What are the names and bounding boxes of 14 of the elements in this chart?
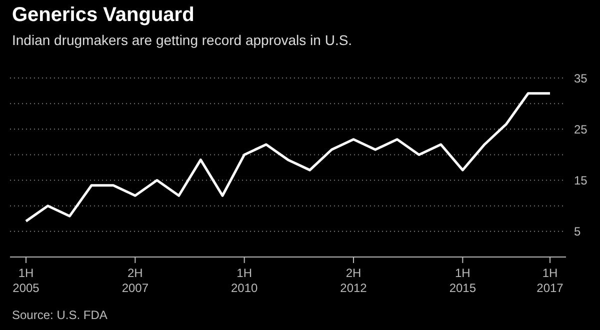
y-tick-label: 15: [574, 174, 588, 188]
chart-title: Generics Vanguard: [12, 4, 194, 27]
y-tick-label: 5: [574, 224, 581, 239]
chart-subtitle: Indian drugmakers are getting record approvals in U.S.: [12, 32, 352, 48]
x-tick-label: 1H 2010: [230, 266, 258, 295]
x-tick-label: 1H 2005: [12, 266, 40, 295]
x-tick-label: 2H 2007: [122, 266, 149, 295]
y-tick-label: 35: [574, 71, 588, 86]
x-tick-label: 1H 2017: [536, 266, 564, 295]
x-tick-label: 2H 2012: [340, 266, 368, 295]
y-tick-label: 25: [574, 122, 588, 136]
line-series: [24, 92, 552, 222]
x-tick-label: 1H 2015: [449, 266, 476, 295]
source-note: Source: U.S. FDA: [12, 308, 108, 322]
